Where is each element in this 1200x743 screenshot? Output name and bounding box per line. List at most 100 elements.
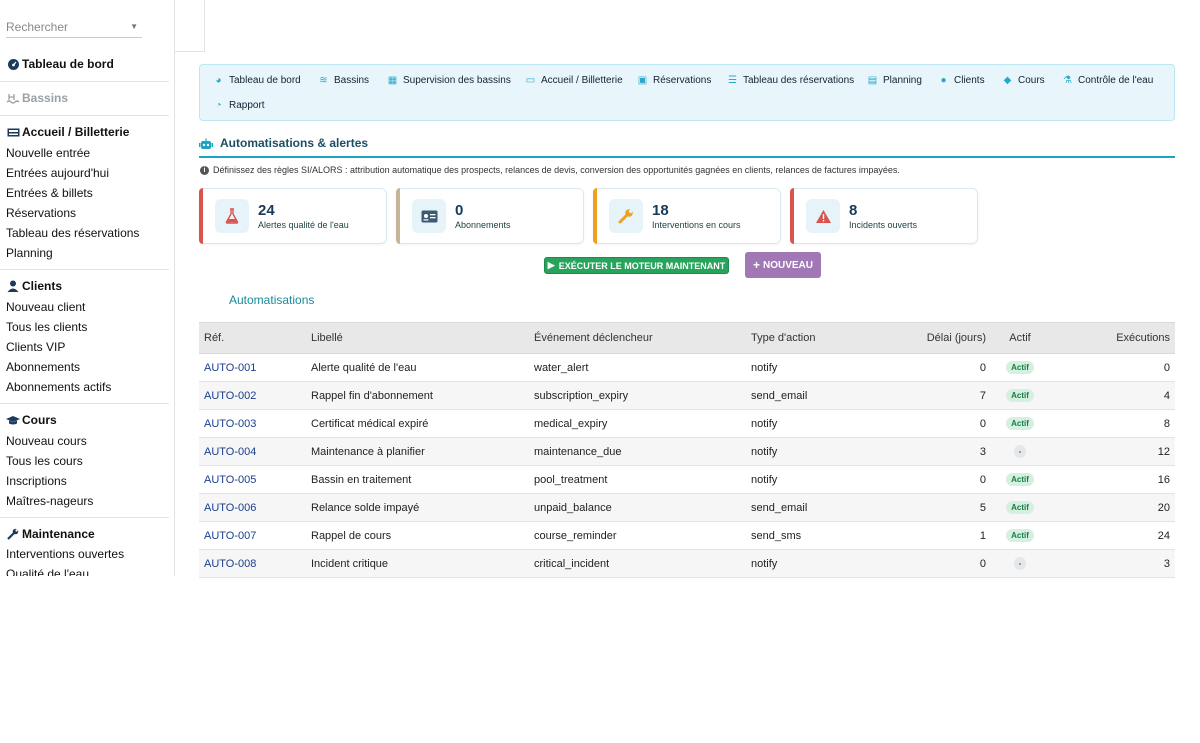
cell-runs: 20 bbox=[1049, 493, 1175, 522]
sidebar-item-dashboard[interactable]: Tableau de bord bbox=[0, 55, 169, 73]
sidebar-item-today-entries[interactable]: Entrées aujourd'hui bbox=[6, 166, 110, 180]
table-row[interactable]: AUTO-002 Rappel fin d'abonnement subscript… bbox=[199, 381, 1175, 410]
cell-ref: AUTO-001 bbox=[199, 353, 306, 382]
sidebar-item-new-entry[interactable]: Nouvelle entrée bbox=[6, 146, 91, 160]
cell-action-type: send_email bbox=[746, 381, 856, 410]
sidebar-item-reservations[interactable]: Réservations bbox=[6, 206, 77, 220]
search-placeholder: Rechercher bbox=[6, 20, 69, 34]
sidebar-item-vip-clients[interactable]: Clients VIP bbox=[6, 340, 66, 354]
col-delay[interactable]: Délai (jours) bbox=[856, 322, 991, 354]
cell-label: Incident critique bbox=[306, 549, 529, 578]
sidebar-item-subscriptions[interactable]: Abonnements bbox=[6, 360, 81, 374]
table-row[interactable]: AUTO-001 Alerte qualité de l'eau water_ale… bbox=[199, 353, 1175, 382]
sidebar-item-reservations-board[interactable]: Tableau des réservations bbox=[6, 226, 140, 240]
run-engine-button[interactable]: ▶ EXÉCUTER LE MOTEUR MAINTENANT bbox=[544, 257, 729, 274]
nav-clients[interactable]: ● Clients bbox=[938, 73, 984, 87]
nav-dashboard[interactable]: ◕ Tableau de bord bbox=[213, 73, 300, 87]
sidebar-item-entries-tickets[interactable]: Entrées & billets bbox=[6, 186, 93, 200]
ref-link[interactable]: AUTO-005 bbox=[204, 473, 257, 486]
nav-reservations[interactable]: ▣ Réservations bbox=[637, 73, 712, 87]
col-runs[interactable]: Exécutions bbox=[1049, 322, 1175, 354]
table-row[interactable]: AUTO-004 Maintenance à planifier maintenan… bbox=[199, 437, 1175, 466]
ref-link[interactable]: AUTO-007 bbox=[204, 529, 257, 542]
cell-event: pool_treatment bbox=[529, 465, 746, 494]
cell-runs: 0 bbox=[1049, 353, 1175, 382]
cell-delay: 7 bbox=[856, 381, 991, 410]
sidebar-item-open-interventions[interactable]: Interventions ouvertes bbox=[6, 547, 125, 561]
ref-link[interactable]: AUTO-003 bbox=[204, 417, 257, 430]
cell-active: Actif bbox=[991, 409, 1049, 438]
status-badge: Actif bbox=[1006, 389, 1034, 402]
cell-delay: 0 bbox=[856, 353, 991, 382]
cell-event: course_reminder bbox=[529, 521, 746, 550]
ref-link[interactable]: AUTO-004 bbox=[204, 445, 257, 458]
sidebar-section-clients[interactable]: Clients bbox=[0, 277, 169, 295]
search-select[interactable]: Rechercher ▼ bbox=[6, 14, 142, 38]
sidebar-item-all-courses[interactable]: Tous les cours bbox=[6, 454, 83, 468]
sidebar-item-water-quality[interactable]: Qualité de l'eau bbox=[6, 567, 90, 576]
chevron-down-icon[interactable]: ▼ bbox=[130, 22, 138, 31]
cell-delay: 1 bbox=[856, 521, 991, 550]
cell-event: water_alert bbox=[529, 353, 746, 382]
dashboard-icon: ◕ bbox=[215, 74, 222, 86]
nav-reservations-board[interactable]: ☰ Tableau des réservations bbox=[727, 73, 854, 87]
nav-water-control[interactable]: ⚗ Contrôle de l'eau bbox=[1062, 73, 1153, 87]
nav-basin-supervision[interactable]: ▦ Supervision des bassins bbox=[387, 73, 511, 87]
nav-label: Tableau des réservations bbox=[743, 74, 855, 86]
cell-ref: AUTO-005 bbox=[199, 465, 306, 494]
calendar-check-icon: ▣ bbox=[637, 74, 648, 86]
sidebar-toggle-area bbox=[175, 0, 205, 52]
nav-planning[interactable]: ▤ Planning bbox=[867, 73, 922, 87]
sidebar-item-new-course[interactable]: Nouveau cours bbox=[6, 434, 87, 448]
cell-ref: AUTO-004 bbox=[199, 437, 306, 466]
nav-courses[interactable]: ◆ Cours bbox=[1002, 73, 1045, 87]
table-row[interactable]: AUTO-007 Rappel de cours course_reminder se… bbox=[199, 521, 1175, 550]
col-event[interactable]: Événement déclencheur bbox=[529, 322, 746, 354]
nav-reception[interactable]: ▭ Accueil / Billetterie bbox=[525, 73, 623, 87]
sidebar-item-new-client[interactable]: Nouveau client bbox=[6, 300, 86, 314]
sidebar-item-enrollments[interactable]: Inscriptions bbox=[6, 474, 67, 488]
col-ref[interactable]: Réf. bbox=[199, 322, 306, 354]
ref-link[interactable]: AUTO-001 bbox=[204, 361, 257, 374]
table-row[interactable]: AUTO-005 Bassin en traitement pool_treatme… bbox=[199, 465, 1175, 494]
kpi-card-subscriptions[interactable]: 0 Abonnements bbox=[396, 188, 584, 244]
sidebar-item-planning[interactable]: Planning bbox=[6, 246, 53, 260]
status-badge: - bbox=[1013, 445, 1027, 458]
cell-action-type: send_email bbox=[746, 493, 856, 522]
sidebar-section-courses[interactable]: Cours bbox=[0, 411, 169, 429]
new-automation-button[interactable]: + NOUVEAU bbox=[745, 252, 821, 278]
plus-icon: + bbox=[752, 258, 760, 272]
sidebar-item-basins[interactable]: Bassins bbox=[0, 89, 169, 107]
col-label[interactable]: Libellé bbox=[306, 322, 529, 354]
sidebar-section-label: Clients bbox=[22, 279, 63, 293]
kpi-card-interventions[interactable]: 18 Interventions en cours bbox=[593, 188, 781, 244]
sidebar-item-all-clients[interactable]: Tous les clients bbox=[6, 320, 88, 334]
table-header-row: Réf. Libellé Événement déclencheur Type … bbox=[199, 322, 1175, 354]
graduation-cap-icon: ◆ bbox=[1003, 74, 1012, 86]
table-row[interactable]: AUTO-006 Relance solde impayé unpaid_balan… bbox=[199, 493, 1175, 522]
kpi-card-water-alerts[interactable]: 24 Alertes qualité de l'eau bbox=[199, 188, 387, 244]
sidebar-item-label: Bassins bbox=[22, 91, 69, 105]
sidebar-item-active-subscriptions[interactable]: Abonnements actifs bbox=[6, 380, 112, 394]
sidebar-section-maintenance[interactable]: Maintenance bbox=[0, 525, 169, 543]
ref-link[interactable]: AUTO-008 bbox=[204, 557, 257, 570]
cell-event: subscription_expiry bbox=[529, 381, 746, 410]
sidebar-item-lifeguards[interactable]: Maîtres-nageurs bbox=[6, 494, 94, 508]
col-active[interactable]: Actif bbox=[991, 322, 1049, 354]
kpi-value: 8 bbox=[849, 202, 858, 219]
nav-basins[interactable]: ≋ Bassins bbox=[318, 73, 369, 87]
col-action-type[interactable]: Type d'action bbox=[746, 322, 856, 354]
kpi-card-incidents[interactable]: 8 Incidents ouverts bbox=[790, 188, 978, 244]
nav-label: Bassins bbox=[334, 74, 370, 86]
kpi-accent-bar bbox=[199, 188, 203, 244]
ref-link[interactable]: AUTO-002 bbox=[204, 389, 257, 402]
id-card-icon bbox=[412, 199, 446, 233]
cell-ref: AUTO-006 bbox=[199, 493, 306, 522]
sidebar-section-reception[interactable]: Accueil / Billetterie bbox=[0, 123, 169, 141]
user-icon bbox=[6, 280, 20, 292]
table-row[interactable]: AUTO-008 Incident critique critical_incide… bbox=[199, 549, 1175, 578]
ref-link[interactable]: AUTO-006 bbox=[204, 501, 257, 514]
nav-report[interactable]: ◔ Rapport bbox=[213, 98, 264, 112]
flask-icon bbox=[215, 199, 249, 233]
table-row[interactable]: AUTO-003 Certificat médical expiré medical… bbox=[199, 409, 1175, 438]
